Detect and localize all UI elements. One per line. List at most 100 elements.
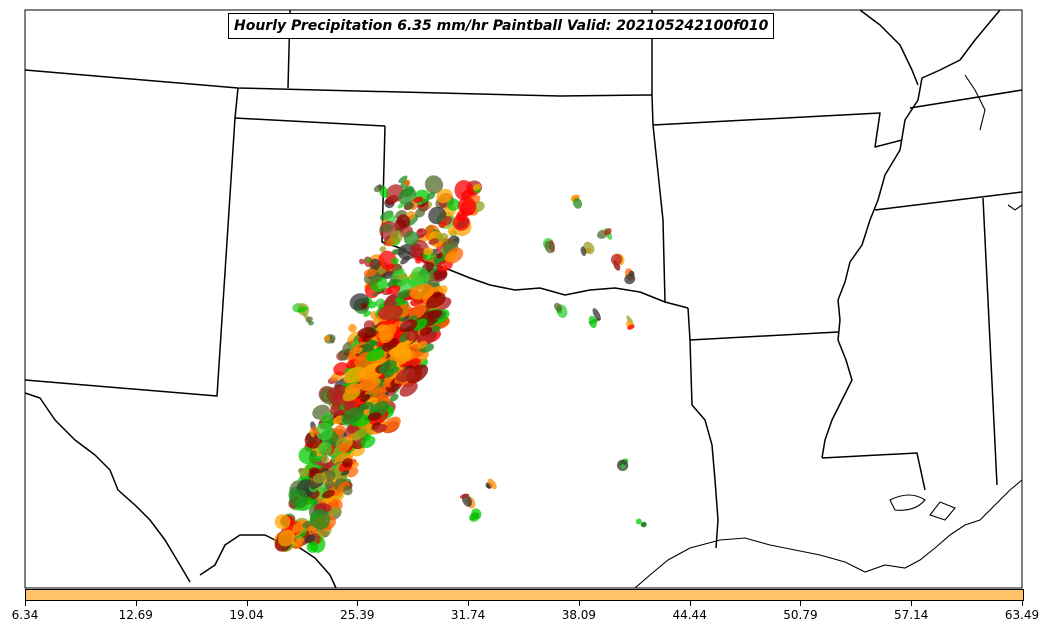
precip-blob: [459, 493, 470, 499]
precip-blob: [297, 306, 308, 313]
colorbar-tick: [578, 601, 580, 606]
precip-blob: [321, 490, 335, 499]
precip-blob: [324, 469, 336, 481]
precip-blob: [413, 196, 424, 204]
boundary-la-ms: [821, 452, 926, 491]
colorbar-tick-label: 57.14: [894, 608, 929, 622]
precip-blob: [410, 266, 430, 287]
precip-blob: [544, 240, 555, 254]
precip-blob: [359, 376, 381, 391]
boundary-al: [982, 197, 998, 486]
precip-blob: [403, 231, 419, 246]
precip-blob: [415, 228, 427, 238]
precip-blob: [444, 251, 459, 262]
precip-blob: [438, 221, 446, 228]
precip-blob: [357, 327, 376, 339]
precip-blob: [592, 308, 601, 321]
precip-blob: [318, 442, 333, 456]
precip-blob: [312, 472, 327, 484]
precip-blob: [396, 214, 411, 229]
lake-pontchartrain: [889, 494, 926, 511]
gulf-coast: [634, 479, 1023, 589]
precip-blob: [309, 450, 317, 458]
colorbar-tick-label: 44.44: [672, 608, 707, 622]
precip-blob: [289, 488, 309, 509]
precip-blob: [390, 366, 400, 374]
colorbar-tick-label: 50.79: [783, 608, 818, 622]
precip-blob: [428, 238, 439, 245]
precip-blob: [338, 442, 350, 453]
precip-blob: [397, 289, 412, 299]
precip-blob: [323, 335, 331, 342]
coast-bays: [929, 501, 956, 521]
precip-blob: [367, 412, 382, 421]
precip-blob: [277, 529, 296, 547]
precip-blob: [348, 323, 357, 333]
colorbar-tick: [689, 601, 691, 606]
precip-blob: [446, 198, 460, 211]
precip-blob: [373, 185, 383, 193]
coastline: [634, 74, 1023, 589]
precip-blob: [553, 302, 563, 312]
precip-blob: [389, 393, 399, 402]
colorbar-tick: [800, 601, 802, 606]
precip-blob: [398, 175, 408, 184]
precip-blob: [372, 291, 379, 297]
precip-blob: [320, 411, 335, 422]
precip-blob: [414, 208, 426, 218]
precip-blob: [306, 541, 319, 553]
precip-blob: [457, 196, 477, 216]
precip-blob: [302, 520, 313, 528]
precip-blob: [340, 470, 350, 476]
mississippi-river: [821, 9, 1001, 459]
precip-blob: [328, 506, 341, 516]
precip-blob: [377, 304, 403, 321]
precip-blob: [399, 319, 418, 333]
precip-blob: [572, 198, 583, 209]
colorbar-tick: [357, 601, 359, 606]
precip-blob: [304, 534, 316, 544]
precip-blob: [424, 175, 444, 194]
precip-blob: [610, 253, 623, 266]
precip-blob: [359, 258, 365, 265]
precip-blob: [305, 316, 313, 323]
precip-blob: [379, 246, 387, 253]
precip-blob: [312, 425, 319, 436]
precip-blob: [395, 368, 416, 383]
precip-blob: [436, 188, 453, 204]
precip-blob: [309, 428, 315, 438]
map-frame: [24, 9, 1023, 589]
precip-blob: [403, 179, 411, 186]
precip-blob: [427, 309, 443, 320]
precip-blob: [359, 394, 371, 403]
colorbar: [25, 589, 1024, 601]
precip-blob: [397, 268, 405, 276]
precip-blob: [603, 228, 612, 236]
precip-blob: [624, 273, 636, 285]
colorbar-tick-label: 25.39: [340, 608, 375, 622]
boundary-ok-east: [652, 124, 666, 303]
precip-blob: [363, 268, 377, 277]
precip-blob: [324, 479, 335, 489]
precip-blob: [620, 463, 626, 470]
precip-blob: [423, 247, 434, 256]
precip-blob: [342, 458, 353, 468]
precip-blob: [386, 213, 396, 224]
precip-blob: [379, 333, 394, 344]
precip-blob: [583, 241, 595, 255]
precip-blob: [366, 257, 371, 263]
colorbar-tick-label: 31.74: [450, 608, 486, 622]
colorbar-tick-label: 38.09: [561, 608, 597, 622]
precip-blob: [438, 232, 449, 243]
precip-blob: [315, 422, 334, 441]
precip-blob: [353, 347, 363, 355]
precip-blob: [360, 302, 368, 310]
precip-blob: [328, 335, 335, 344]
precip-blob: [369, 340, 379, 347]
precip-blob: [293, 537, 305, 547]
precip-blob: [588, 315, 597, 329]
precip-blob: [387, 279, 398, 288]
precip-blob: [320, 454, 330, 464]
precip-blob: [627, 324, 635, 330]
